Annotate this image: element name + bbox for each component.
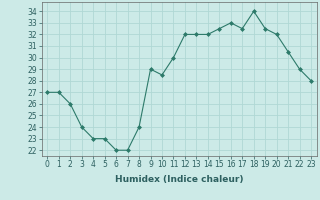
X-axis label: Humidex (Indice chaleur): Humidex (Indice chaleur) bbox=[115, 175, 244, 184]
